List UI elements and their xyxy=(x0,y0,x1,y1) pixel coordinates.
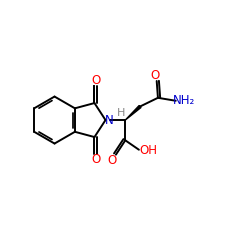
Text: O: O xyxy=(91,74,100,87)
Text: O: O xyxy=(108,154,117,166)
Text: N: N xyxy=(104,114,113,126)
Text: O: O xyxy=(91,153,100,166)
Text: O: O xyxy=(151,69,160,82)
Polygon shape xyxy=(125,106,141,120)
Text: H: H xyxy=(117,108,125,118)
Text: OH: OH xyxy=(140,144,158,158)
Text: NH₂: NH₂ xyxy=(173,94,196,107)
